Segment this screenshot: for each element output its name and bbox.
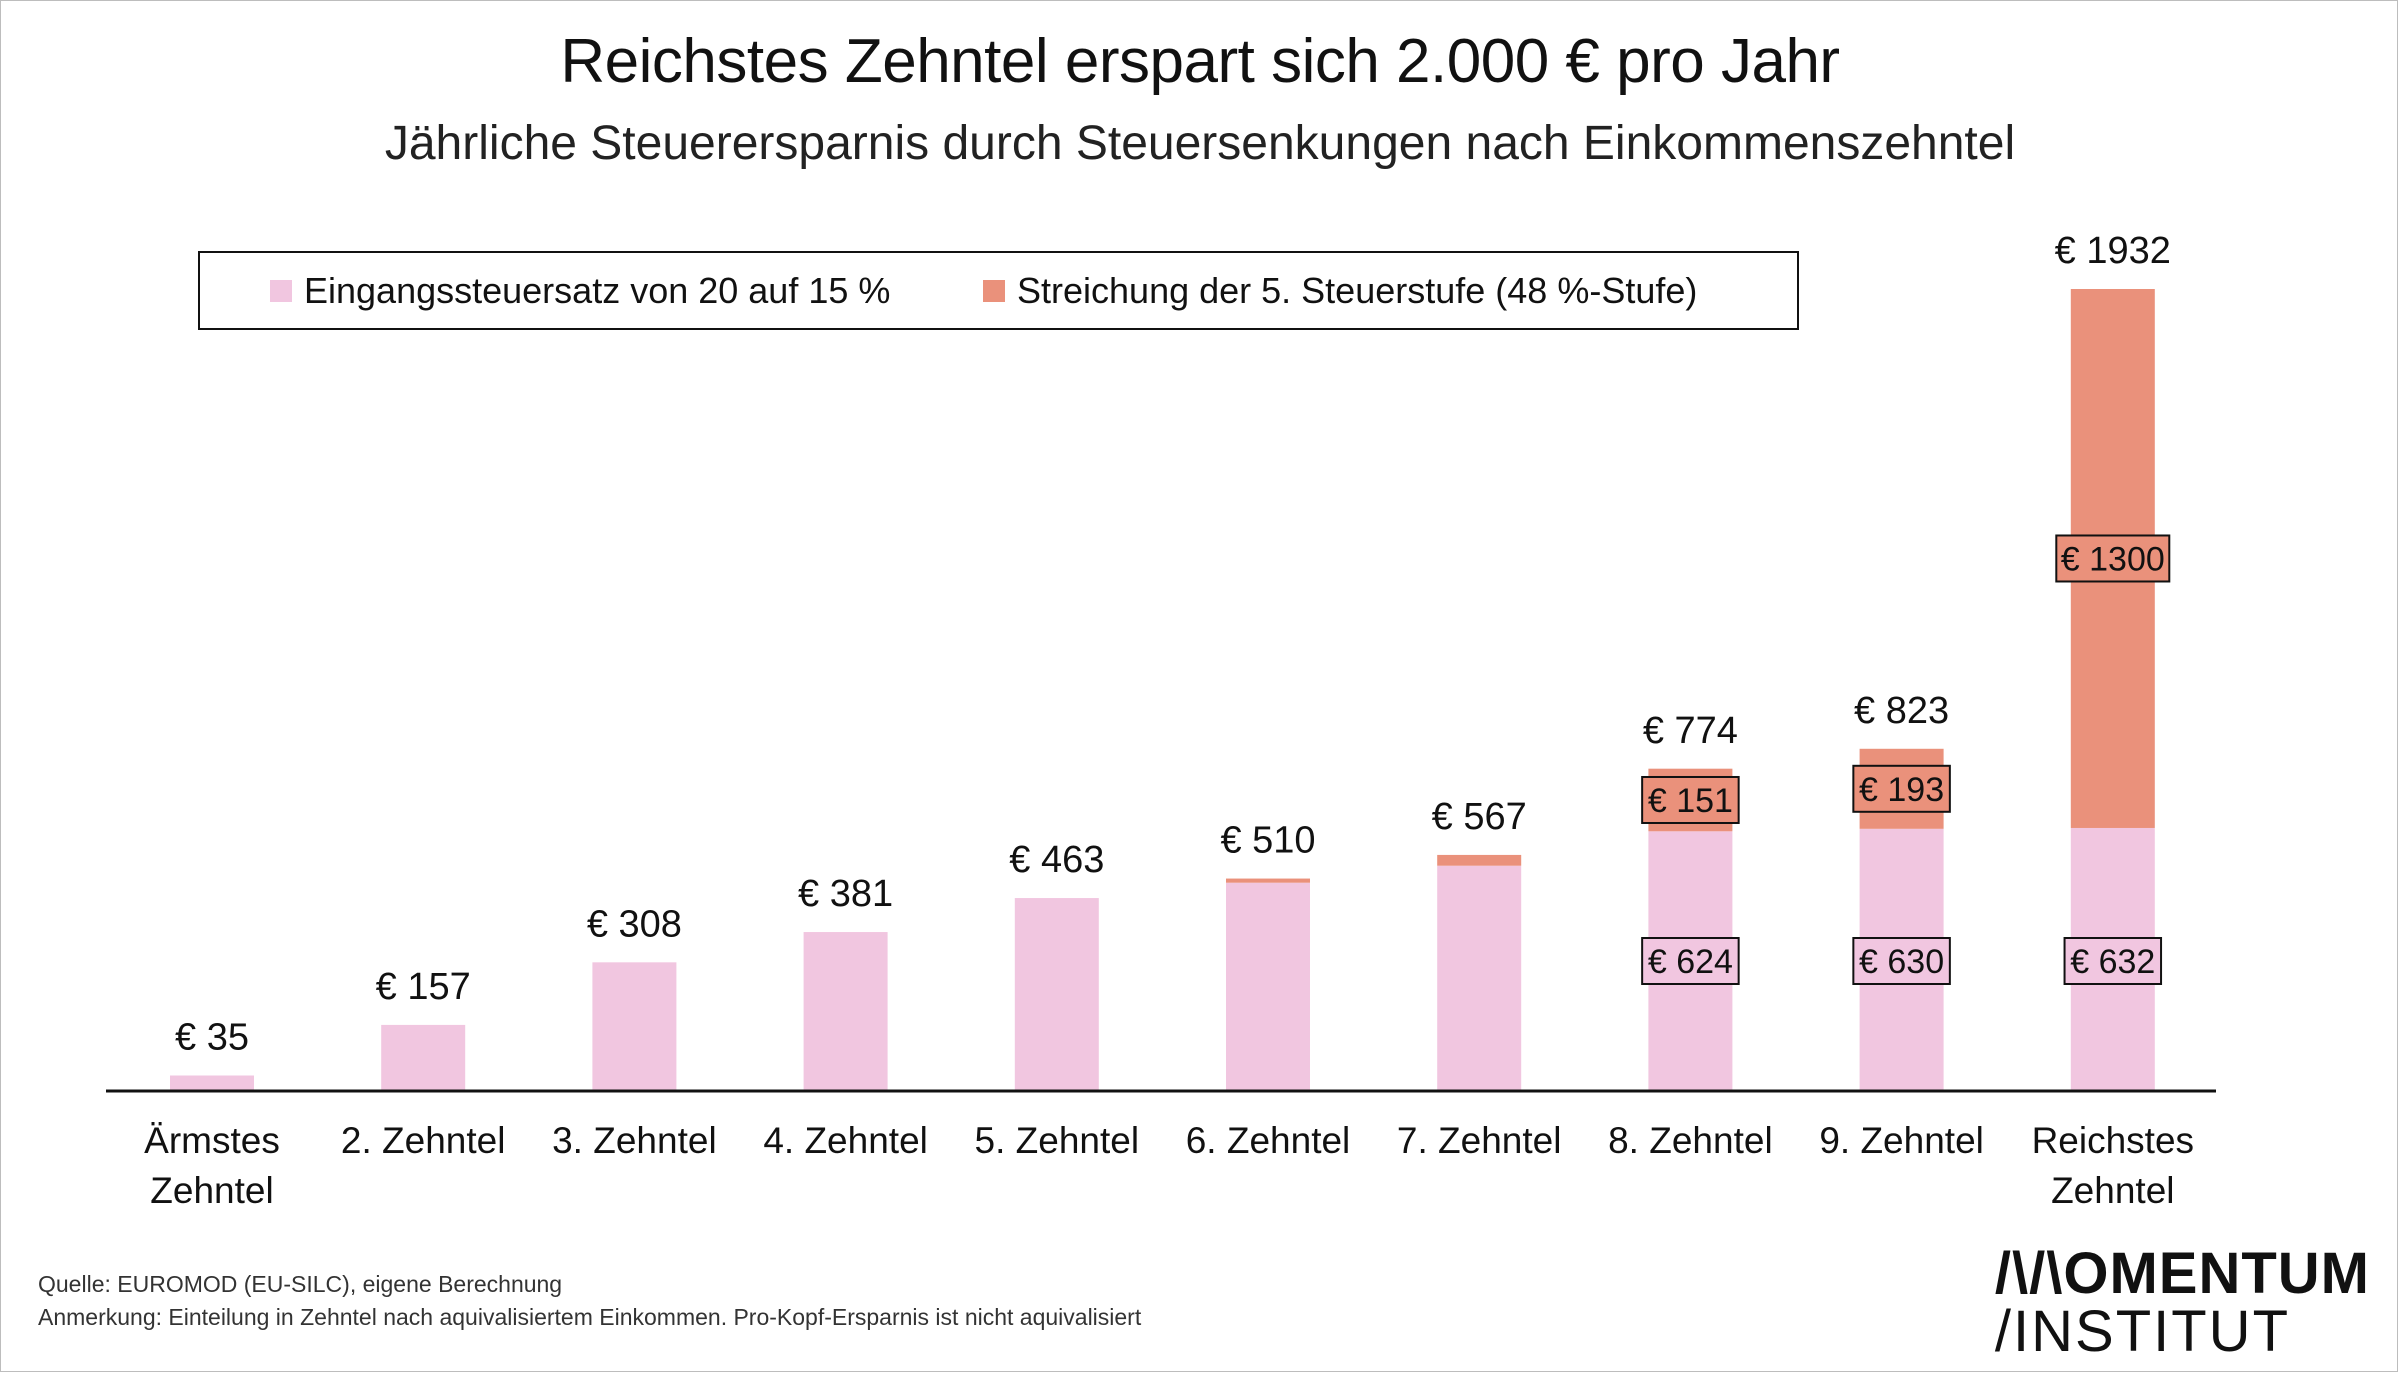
- segment-label-eingangssteuersatz-8: € 624: [1641, 937, 1740, 985]
- segment-label-streichung-5-stufe-8-text: € 151: [1648, 782, 1733, 820]
- bar-eingangssteuersatz-1: [170, 1075, 254, 1090]
- segment-label-eingangssteuersatz-8-text: € 624: [1648, 943, 1733, 981]
- bar-streichung-5-stufe-7: [1437, 854, 1522, 866]
- bar-eingangssteuersatz-4: [803, 932, 888, 1090]
- category-label-4: 4. Zehntel: [763, 1120, 928, 1161]
- total-label-10: € 1932: [2055, 230, 2171, 272]
- segment-label-eingangssteuersatz-8-box: [1641, 937, 1740, 985]
- category-label-6: 6. Zehntel: [1186, 1120, 1351, 1161]
- segment-label-streichung-5-stufe-10-box: [2055, 534, 2171, 583]
- segment-label-eingangssteuersatz-9-text: € 630: [1859, 943, 1944, 981]
- footer-notes: Quelle: EUROMOD (EU-SILC), eigene Berech…: [38, 1268, 1141, 1334]
- legend-item-series1[interactable]: Eingangssteuersatz von 20 auf 15 %: [270, 253, 890, 328]
- segment-label-eingangssteuersatz-9: € 630: [1852, 937, 1951, 985]
- total-label-8: € 774: [1643, 710, 1738, 752]
- segment-label-eingangssteuersatz-10: € 632: [2063, 937, 2163, 985]
- logo-line1: /\/\OMENTUM: [1994, 1241, 2370, 1306]
- total-label-6: € 510: [1220, 820, 1315, 862]
- legend-label-series1: Eingangssteuersatz von 20 auf 15 %: [304, 269, 891, 311]
- legend-swatch-series2: [983, 279, 1005, 302]
- category-label-3: 3. Zehntel: [552, 1120, 717, 1161]
- legend-swatch-series1: [270, 279, 292, 302]
- category-label-2: 2. Zehntel: [341, 1120, 506, 1161]
- segment-label-streichung-5-stufe-9-text: € 193: [1859, 771, 1944, 809]
- legend: Eingangssteuersatz von 20 auf 15 % Strei…: [198, 251, 1799, 330]
- bar-streichung-5-stufe-6: [1226, 878, 1310, 883]
- total-label-4: € 381: [798, 873, 893, 915]
- segment-label-streichung-5-stufe-10-text: € 1300: [2061, 540, 2165, 578]
- segment-label-streichung-5-stufe-9-box: [1852, 764, 1951, 813]
- total-label-9: € 823: [1854, 690, 1949, 732]
- total-label-5: € 463: [1009, 839, 1104, 881]
- total-label-2: € 157: [376, 966, 471, 1008]
- legend-item-series2[interactable]: Streichung der 5. Steuerstufe (48 %-Stuf…: [983, 253, 1697, 328]
- category-label-10-line2: Zehntel: [2051, 1170, 2174, 1211]
- category-label-8: 8. Zehntel: [1608, 1120, 1773, 1161]
- segment-label-streichung-5-stufe-10: € 1300: [2055, 534, 2171, 583]
- segment-label-streichung-5-stufe-8-box: [1641, 775, 1740, 824]
- total-label-3: € 308: [587, 903, 682, 945]
- momentum-institut-logo: /\/\OMENTUM /INSTITUT: [1995, 1245, 2370, 1361]
- category-label-7: 7. Zehntel: [1397, 1120, 1562, 1161]
- category-label-1-line2: Zehntel: [150, 1170, 273, 1211]
- note-text: Anmerkung: Einteilung in Zehntel nach aq…: [38, 1304, 1142, 1330]
- logo-line2: /INSTITUT: [1994, 1299, 2290, 1364]
- chart-subtitle: Jährliche Steuerersparnis durch Steuerse…: [384, 117, 2016, 170]
- chart-title: Reichstes Zehntel erspart sich 2.000 € p…: [560, 27, 1840, 96]
- total-label-1: € 35: [175, 1016, 249, 1058]
- bar-eingangssteuersatz-3: [592, 962, 677, 1090]
- segment-label-eingangssteuersatz-10-text: € 632: [2070, 943, 2155, 981]
- legend-label-series2: Streichung der 5. Steuerstufe (48 %-Stuf…: [1017, 269, 1698, 311]
- category-label-5: 5. Zehntel: [975, 1120, 1140, 1161]
- source-text: Quelle: EUROMOD (EU-SILC), eigene Berech…: [38, 1271, 563, 1297]
- bar-eingangssteuersatz-2: [381, 1024, 466, 1090]
- bar-eingangssteuersatz-7: [1437, 865, 1522, 1090]
- segment-label-eingangssteuersatz-9-box: [1852, 937, 1951, 985]
- segment-label-eingangssteuersatz-10-box: [2063, 937, 2163, 985]
- category-label-10-line1: Reichstes: [2032, 1120, 2194, 1161]
- bar-eingangssteuersatz-6: [1226, 882, 1310, 1090]
- segment-label-streichung-5-stufe-9: € 193: [1852, 764, 1951, 813]
- category-label-9: 9. Zehntel: [1819, 1120, 1984, 1161]
- bar-eingangssteuersatz-5: [1014, 898, 1099, 1090]
- total-label-7: € 567: [1432, 796, 1527, 838]
- segment-label-streichung-5-stufe-8: € 151: [1641, 775, 1740, 824]
- category-label-1-line1: Ärmstes: [144, 1120, 280, 1161]
